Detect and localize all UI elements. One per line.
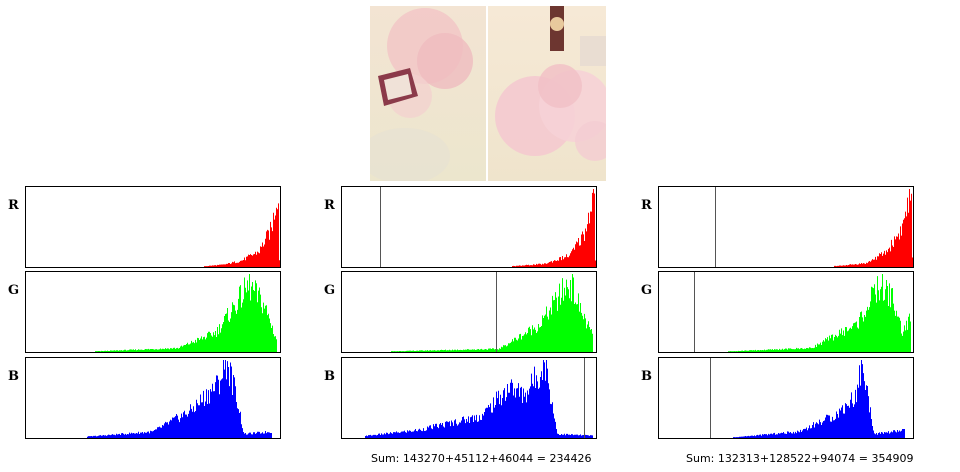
histogram-bars-b: [659, 360, 913, 438]
histogram-svg: [26, 360, 280, 438]
channel-label-b-1: B: [8, 369, 19, 384]
histogram-bars-b: [342, 360, 596, 438]
histogram-panel-b-3: [658, 357, 914, 439]
histogram-svg: [659, 187, 913, 267]
channel-label-b-3: B: [641, 369, 652, 384]
histogram-svg: [659, 358, 913, 438]
histogram-bars-r: [342, 189, 596, 267]
histogram-svg: [26, 203, 280, 267]
channel-label-r-1: R: [8, 198, 19, 213]
histogram-bars-b: [26, 360, 280, 438]
histogram-bars-g: [659, 274, 913, 352]
sum-text-3: Sum: 132313+128522+94074 = 354909: [686, 452, 914, 465]
histogram-panel-g-1: [25, 271, 281, 353]
histogram-panel-r-2: [341, 186, 597, 268]
histogram-panel-g-3: [658, 271, 914, 353]
channel-label-r-2: R: [324, 198, 335, 213]
histogram-panel-g-2: [341, 271, 597, 353]
histogram-bars-g: [342, 274, 596, 352]
histogram-svg: [26, 274, 280, 352]
histogram-bars-g: [26, 274, 280, 352]
histogram-svg: [342, 272, 596, 352]
histogram-panel-r-3: [658, 186, 914, 268]
channel-label-b-2: B: [324, 369, 335, 384]
histogram-panel-b-1: [25, 357, 281, 439]
channel-label-g-3: G: [641, 283, 653, 298]
channel-label-r-3: R: [641, 198, 652, 213]
thumbnail-image: [370, 6, 606, 181]
histogram-panel-r-1: [25, 186, 281, 268]
histogram-svg: [659, 272, 913, 352]
channel-label-g-1: G: [8, 283, 20, 298]
histogram-svg: [342, 187, 596, 267]
channel-label-g-2: G: [324, 283, 336, 298]
histogram-bars-r: [659, 189, 913, 267]
histogram-panel-b-2: [341, 357, 597, 439]
histogram-bars-r: [26, 203, 280, 267]
peony-photo: [370, 6, 606, 181]
histogram-svg: [342, 358, 596, 438]
sum-text-2: Sum: 143270+45112+46044 = 234426: [371, 452, 592, 465]
